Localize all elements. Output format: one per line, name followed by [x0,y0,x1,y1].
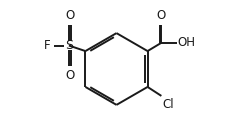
Text: Cl: Cl [162,98,174,111]
Text: S: S [65,39,73,52]
Text: O: O [65,69,74,82]
Text: F: F [44,39,50,52]
Text: O: O [65,9,74,22]
Text: OH: OH [177,36,195,49]
Text: O: O [157,9,166,22]
